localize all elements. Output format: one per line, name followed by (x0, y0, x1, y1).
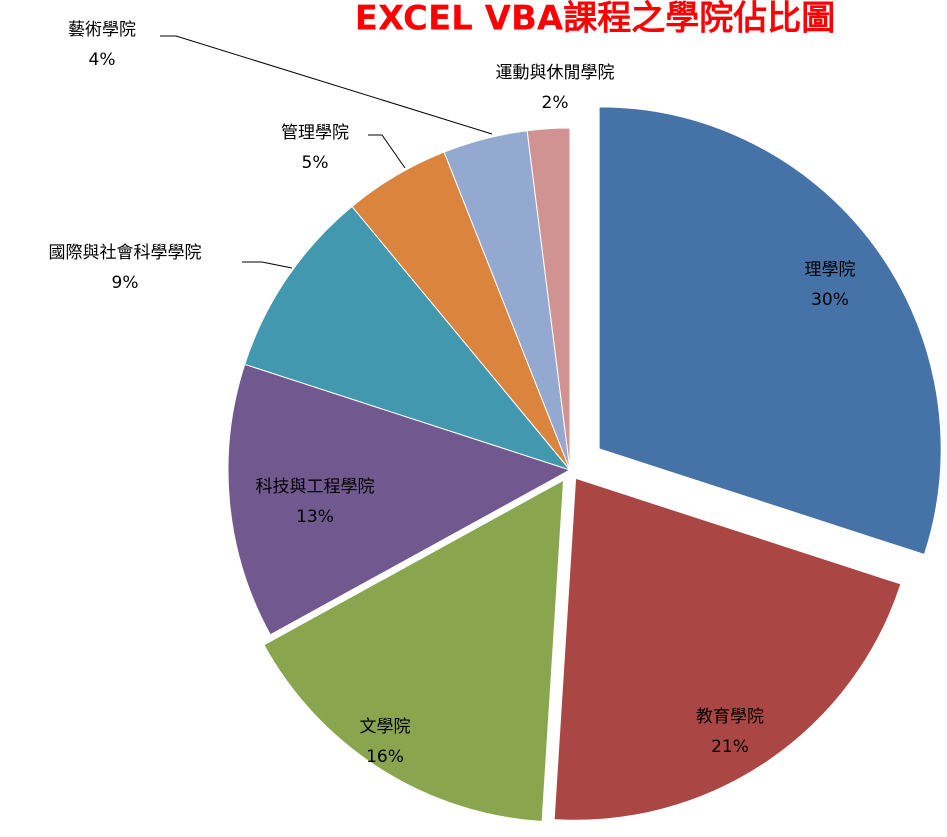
slice-value-label: 13% (296, 507, 334, 527)
pie-slice (553, 477, 902, 821)
slice-label: 藝術學院 (68, 20, 136, 40)
pie-slice (526, 127, 571, 471)
slice-label: 管理學院 (281, 123, 349, 143)
slice-label: 教育學院 (696, 707, 764, 727)
slice-value-label: 9% (112, 273, 139, 293)
slice-value-label: 2% (542, 93, 569, 113)
slice-label: 科技與工程學院 (256, 477, 375, 497)
slice-value-label: 16% (366, 747, 404, 767)
slice-value-label: 4% (89, 50, 116, 70)
leader-line (160, 35, 493, 135)
chart-title: EXCEL VBA課程之學院佔比圖 (355, 0, 835, 39)
leader-line (368, 134, 406, 169)
slice-value-label: 21% (711, 737, 749, 757)
slice-label: 理學院 (805, 260, 856, 280)
leader-line (242, 261, 293, 269)
pie-slice (598, 106, 942, 556)
pie-slice (244, 205, 572, 472)
slice-label: 國際與社會科學學院 (49, 243, 202, 263)
slice-value-label: 30% (811, 290, 849, 310)
slice-label: 運動與休閒學院 (496, 63, 615, 83)
pie-slice (227, 363, 572, 636)
slice-value-label: 5% (302, 153, 329, 173)
slice-label: 文學院 (360, 717, 411, 737)
pie-slice (263, 479, 565, 822)
